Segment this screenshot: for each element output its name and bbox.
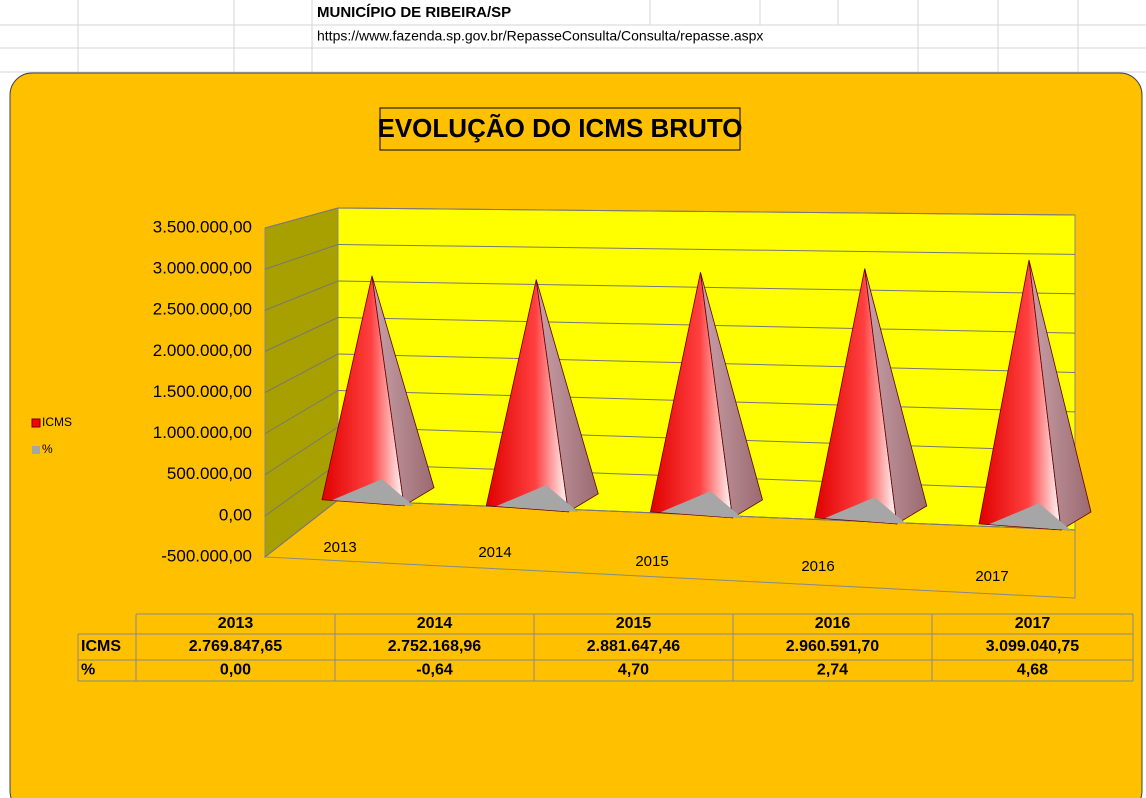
- side-grid-line: [264, 244, 339, 270]
- y-tick-label: 0,00: [219, 505, 252, 524]
- pyramid-side-face: [864, 268, 928, 525]
- pyramid: [650, 272, 763, 519]
- plot: -500.000,00 0,00 500.000,00 1.000.000,00 1.5…: [31, 207, 1134, 682]
- data-table: 2013 2014 2015 2016 2017 ICMS 2.769.847,65 2.75…: [77, 613, 1134, 682]
- x-tick-label: 2016: [801, 558, 834, 575]
- legend-swatch: [32, 446, 40, 454]
- table-value: 0,00: [220, 662, 251, 679]
- x-tick-label: 2015: [635, 553, 668, 570]
- side-grid-line: [264, 390, 339, 435]
- side-wall: [264, 207, 339, 559]
- grid-line: [337, 280, 1076, 295]
- y-tick-label: -500.000,00: [161, 546, 252, 565]
- table-header: 2015: [616, 615, 652, 632]
- table-series-name: %: [81, 662, 95, 679]
- y-tick-label: 2.500.000,00: [153, 300, 252, 319]
- table-header: 2013: [218, 615, 254, 632]
- side-grid-line: [264, 353, 339, 393]
- sheet-url: https://www.fazenda.sp.gov.br/RepasseCon…: [317, 28, 763, 44]
- y-tick-label: 3.500.000,00: [153, 217, 252, 236]
- pyramid: [978, 259, 1092, 531]
- side-grid-line: [264, 463, 339, 517]
- legend-label: ICMS: [42, 415, 72, 429]
- pyramid-side-face: [535, 279, 599, 513]
- sheet-grid: [0, 0, 1146, 73]
- sheet-title: MUNICÍPIO DE RIBEIRA/SP: [317, 4, 511, 21]
- y-tick-label: 1.500.000,00: [153, 382, 252, 401]
- title-box: [379, 107, 741, 151]
- pyramid: [332, 479, 414, 507]
- y-tick-label: 2.000.000,00: [153, 341, 252, 360]
- y-tick-label: 1.000.000,00: [153, 423, 252, 442]
- chart-title: EVOLUÇÃO DO ICMS BRUTO: [378, 113, 743, 143]
- x-tick-label: 2014: [478, 544, 511, 561]
- table-value: 3.099.040,75: [986, 638, 1080, 655]
- pyramid: [824, 497, 907, 525]
- side-grid-line: [264, 499, 339, 558]
- side-grid-line: [264, 317, 339, 352]
- side-grid-line: [264, 426, 339, 476]
- pyramid-side-face: [371, 275, 435, 507]
- x-tick-label: 2017: [975, 568, 1008, 585]
- table-value: 2.752.168,96: [388, 638, 482, 655]
- pyramid-face: [660, 491, 743, 519]
- pyramid-face: [989, 503, 1071, 531]
- legend-label: %: [42, 442, 53, 456]
- y-tick-label: 3.000.000,00: [153, 259, 252, 278]
- pyramid: [485, 279, 599, 513]
- grid-line: [337, 244, 1076, 255]
- pyramid-face: [824, 497, 907, 525]
- table-value: -0,64: [416, 662, 453, 679]
- grid-line: [337, 207, 1076, 216]
- pyramid: [660, 491, 743, 519]
- table-value: 4,70: [618, 662, 649, 679]
- pyramid: [321, 275, 435, 507]
- pyramid: [496, 485, 579, 513]
- y-tick-label: 500.000,00: [167, 464, 252, 483]
- side-grid-line: [264, 207, 339, 229]
- pyramid-face: [332, 479, 414, 507]
- table-header: 2016: [815, 615, 851, 632]
- side-grid-line: [264, 280, 339, 311]
- pyramid: [814, 268, 928, 525]
- table-header: 2017: [1015, 615, 1051, 632]
- table-value: 2.881.647,46: [587, 638, 681, 655]
- table-header: 2014: [417, 615, 453, 632]
- x-tick-label: 2013: [323, 539, 356, 556]
- table-value: 4,68: [1017, 662, 1048, 679]
- pyramid: [989, 503, 1071, 531]
- legend-swatch: [31, 418, 41, 428]
- pyramid-face: [496, 485, 579, 513]
- pyramid-side-face: [1028, 259, 1092, 531]
- pyramid-side-face: [700, 272, 763, 519]
- table-series-name: ICMS: [81, 638, 121, 655]
- table-value: 2.769.847,65: [189, 638, 283, 655]
- table-value: 2.960.591,70: [786, 638, 880, 655]
- table-value: 2,74: [817, 662, 848, 679]
